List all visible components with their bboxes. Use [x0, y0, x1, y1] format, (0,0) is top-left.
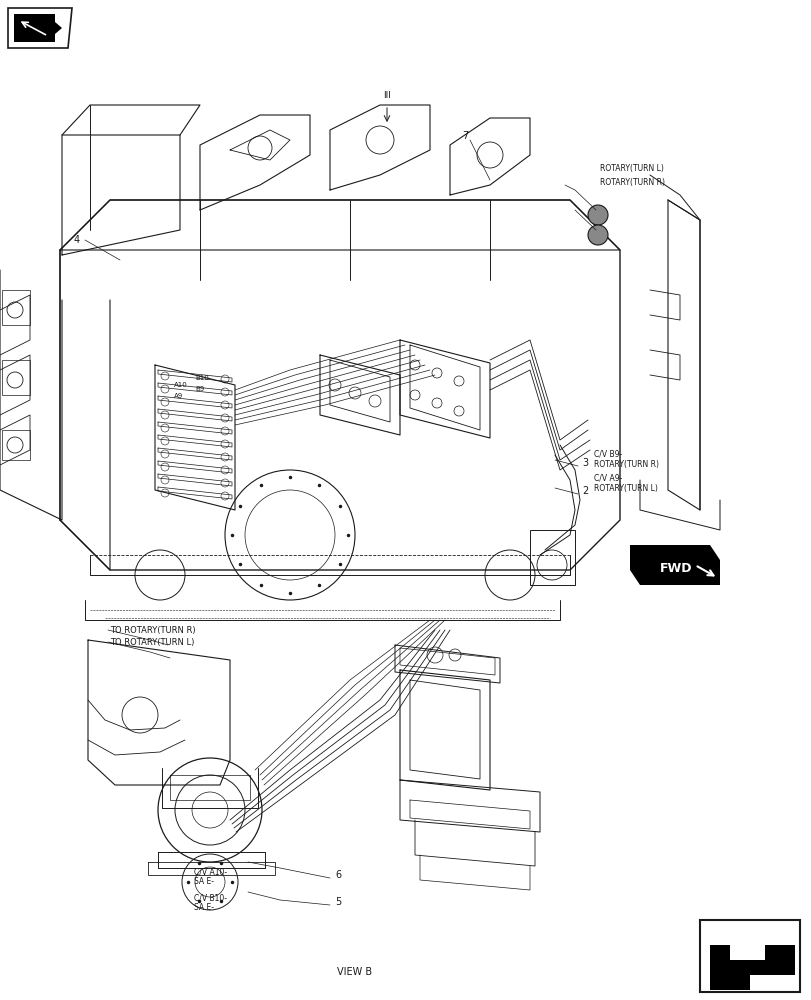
Polygon shape: [709, 945, 794, 990]
Text: ROTARY(TURN R): ROTARY(TURN R): [594, 460, 659, 468]
Text: A9: A9: [174, 393, 183, 399]
Text: 7: 7: [461, 131, 467, 141]
Text: C/V A9-: C/V A9-: [594, 474, 621, 483]
Bar: [2, 360, 30, 395]
Text: VIEW B: VIEW B: [337, 967, 372, 977]
Text: 6: 6: [335, 870, 341, 880]
Text: 3: 3: [581, 458, 587, 468]
Bar: [2, 430, 30, 460]
Circle shape: [587, 225, 607, 245]
Text: FWD: FWD: [659, 562, 692, 574]
Text: A10: A10: [174, 382, 187, 388]
Text: 4: 4: [74, 235, 80, 245]
Text: C/V A10-: C/V A10-: [194, 867, 227, 876]
Polygon shape: [14, 14, 62, 42]
Text: 2: 2: [581, 486, 587, 496]
Bar: [530, 530, 574, 585]
Text: ROTARY(TURN L): ROTARY(TURN L): [599, 164, 663, 173]
Text: 5: 5: [335, 897, 341, 907]
Text: TO ROTARY(TURN R): TO ROTARY(TURN R): [109, 626, 195, 635]
Text: B10: B10: [195, 375, 208, 381]
Text: ROTARY(TURN L): ROTARY(TURN L): [594, 484, 657, 492]
Bar: [699, 920, 799, 992]
Bar: [2, 290, 30, 325]
Text: ROTARY(TURN R): ROTARY(TURN R): [599, 178, 664, 187]
Polygon shape: [8, 8, 72, 48]
Text: SA E-: SA E-: [194, 903, 214, 912]
Text: III: III: [383, 91, 390, 100]
Text: C/V B9-: C/V B9-: [594, 450, 621, 458]
Text: C/V B10-: C/V B10-: [194, 893, 227, 902]
Text: B9: B9: [195, 386, 204, 392]
Polygon shape: [629, 545, 719, 585]
Text: TO ROTARY(TURN L): TO ROTARY(TURN L): [109, 638, 194, 647]
Text: SA E-: SA E-: [194, 877, 214, 886]
Circle shape: [587, 205, 607, 225]
